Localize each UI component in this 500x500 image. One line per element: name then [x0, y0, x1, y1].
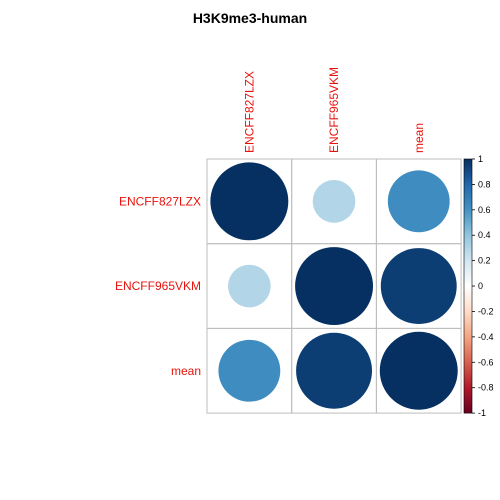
row-label: ENCFF827LZX [119, 194, 201, 208]
correlation-circle [296, 332, 373, 409]
colorbar-tick-label: -1 [478, 408, 486, 418]
colorbar-tick-label: -0.8 [478, 383, 494, 393]
correlation-circle [228, 264, 271, 308]
correlation-circle [387, 170, 450, 233]
colorbar-gradient [463, 158, 473, 414]
colorbar-tick-label: -0.4 [478, 332, 494, 342]
colorbar-tick-label: 0.8 [478, 179, 491, 189]
colorbar-tick-label: 0.6 [478, 205, 491, 215]
row-label: mean [171, 364, 201, 378]
column-label: ENCFF965VKM [327, 67, 341, 153]
correlation-circle [379, 331, 458, 410]
colorbar-tick-label: 0.2 [478, 256, 491, 266]
correlation-circle [218, 339, 281, 402]
circle-layer [210, 162, 458, 410]
correlation-circle [380, 248, 457, 325]
colorbar-tick-label: -0.2 [478, 306, 494, 316]
correlation-circle [312, 180, 356, 223]
chart-title: H3K9me3-human [193, 10, 307, 26]
colorbar: 1 0.8 0.6 0.4 0.2 0 -0.2 -0.4 -0.6 -0.8 -1 [463, 154, 494, 418]
grid-layer [206, 158, 462, 414]
correlation-circle [210, 162, 289, 241]
row-label: ENCFF965VKM [115, 279, 201, 293]
colorbar-tick-label: 0 [478, 281, 483, 291]
colorbar-tick-label: 0.4 [478, 230, 491, 240]
correlation-circle [295, 247, 374, 326]
column-label: ENCFF827LZX [242, 71, 256, 153]
label-layer: ENCFF827LZX ENCFF965VKM mean ENCFF827LZX ENC… [115, 67, 426, 378]
colorbar-tick-label: -0.6 [478, 357, 494, 367]
column-label: mean [412, 123, 426, 153]
colorbar-tick-label: 1 [478, 154, 483, 164]
grid-cell [375, 327, 462, 414]
